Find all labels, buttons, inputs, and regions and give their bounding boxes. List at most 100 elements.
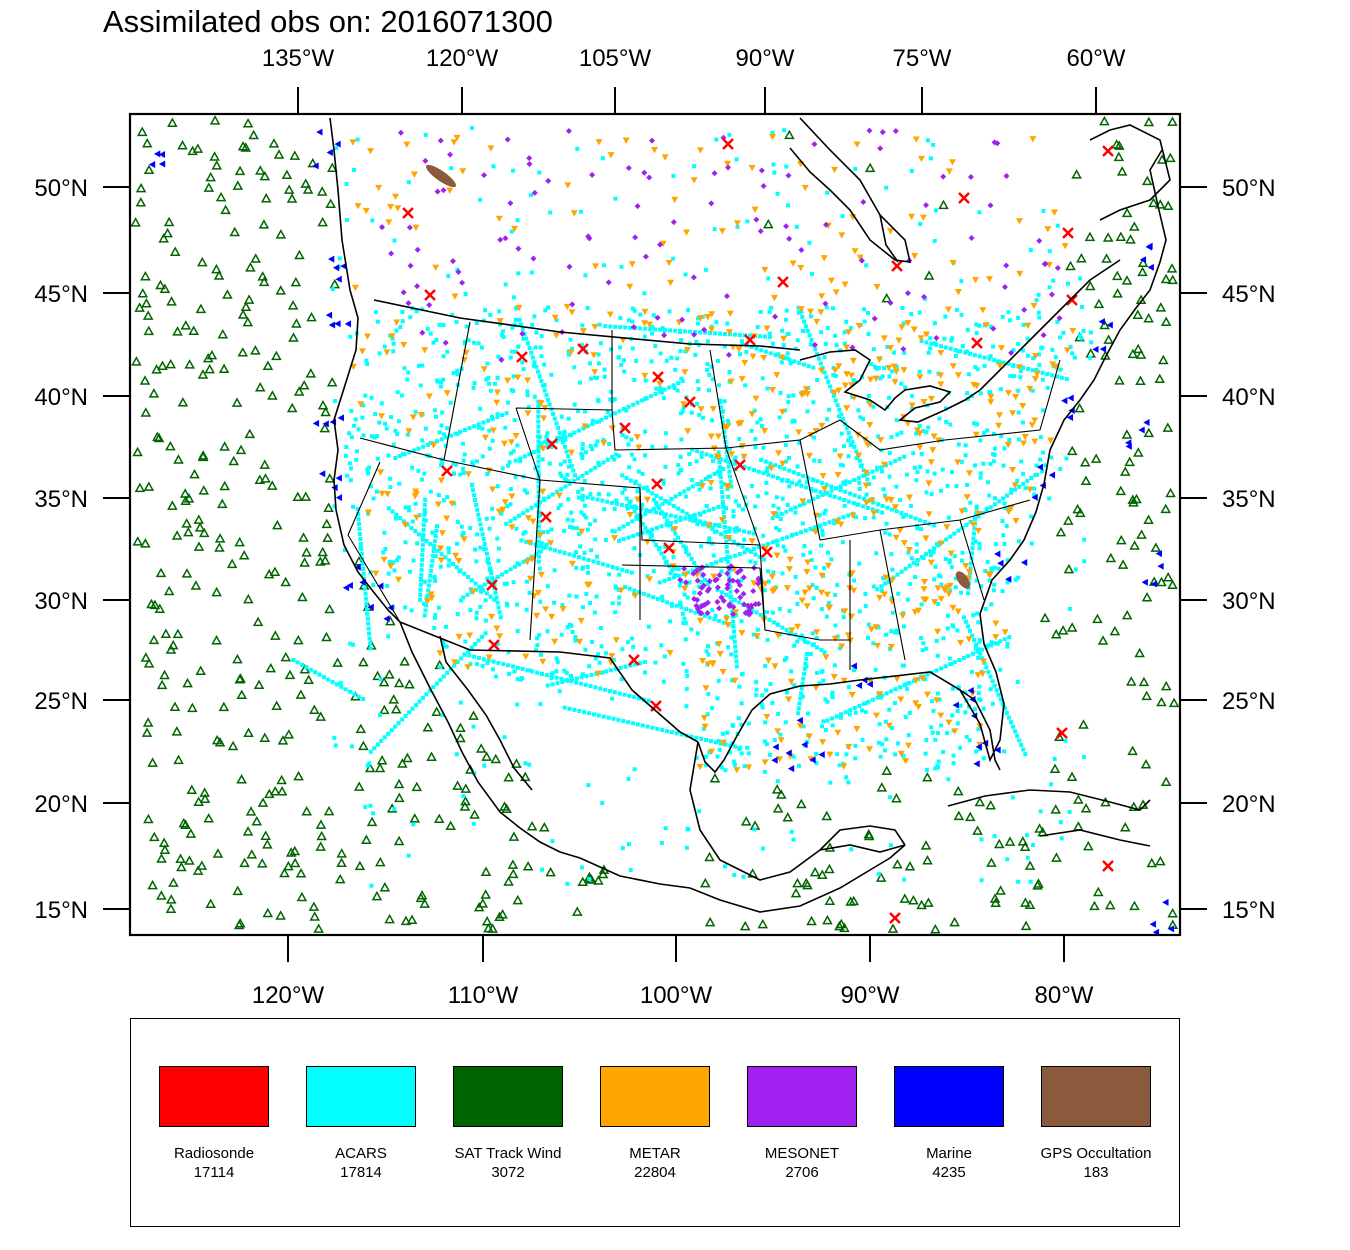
obs-marker: [843, 371, 851, 378]
obs-marker: [464, 664, 472, 671]
obs-marker: [494, 911, 505, 922]
obs-marker: [933, 766, 938, 771]
obs-marker: [395, 558, 399, 563]
obs-marker: [1003, 506, 1008, 511]
obs-marker: [180, 819, 191, 830]
obs-marker: [234, 165, 246, 176]
obs-marker: [184, 359, 195, 369]
obs-marker: [923, 751, 928, 756]
obs-marker: [610, 696, 615, 701]
obs-marker: [692, 590, 697, 595]
obs-marker: [876, 625, 881, 630]
obs-marker: [432, 544, 437, 548]
obs-marker: [540, 457, 545, 462]
obs-marker: [755, 627, 760, 632]
obs-marker: [717, 383, 721, 388]
obs-marker: [686, 308, 691, 313]
obs-marker: [243, 727, 254, 738]
obs-marker: [576, 409, 580, 413]
obs-marker: [948, 534, 953, 539]
obs-marker: [1012, 518, 1020, 525]
obs-marker: [476, 422, 481, 427]
obs-marker: [776, 506, 781, 511]
obs-marker: [894, 484, 899, 489]
obs-marker: [617, 587, 625, 594]
obs-marker: [870, 510, 878, 517]
obs-marker: [430, 558, 435, 563]
obs-marker: [677, 583, 682, 588]
obs-marker: [548, 613, 556, 621]
obs-marker: [1143, 427, 1155, 438]
obs-marker: [939, 723, 943, 728]
obs-marker: [851, 378, 856, 383]
obs-marker: [988, 461, 993, 466]
obs-marker: [908, 582, 913, 586]
obs-marker: [953, 354, 958, 358]
obs-marker: [671, 555, 676, 560]
obs-marker: [824, 895, 836, 906]
obs-marker: [291, 658, 296, 662]
obs-marker: [554, 318, 559, 323]
obs-marker: [665, 519, 670, 523]
obs-marker: [757, 334, 762, 339]
obs-marker: [756, 469, 761, 474]
obs-marker: [972, 431, 980, 439]
obs-marker: [714, 584, 721, 591]
obs-marker: [485, 576, 490, 581]
obs-marker: [1073, 567, 1078, 572]
obs-marker: [363, 333, 371, 340]
obs-marker: [688, 462, 692, 466]
obs-marker: [232, 653, 243, 664]
obs-marker: [1143, 514, 1154, 524]
obs-marker: [403, 605, 408, 610]
obs-marker: [523, 761, 528, 766]
obs-marker: [1066, 622, 1078, 632]
obs-marker: [349, 408, 354, 413]
obs-marker: [832, 494, 837, 499]
obs-marker: [714, 433, 722, 440]
obs-marker: [165, 440, 176, 451]
obs-marker: [486, 579, 498, 591]
obs-marker: [925, 672, 930, 677]
obs-marker: [609, 389, 614, 394]
obs-marker: [947, 550, 955, 557]
obs-marker: [1105, 552, 1117, 563]
obs-marker: [861, 473, 866, 478]
obs-marker: [1082, 559, 1087, 564]
obs-marker: [969, 521, 977, 528]
obs-marker: [818, 490, 823, 495]
obs-marker: [523, 530, 528, 535]
obs-marker: [704, 314, 712, 321]
obs-marker: [603, 651, 608, 656]
obs-marker: [601, 437, 606, 442]
obs-marker: [777, 415, 782, 420]
obs-marker: [689, 627, 694, 632]
obs-marker: [357, 527, 362, 531]
obs-marker: [863, 828, 875, 839]
bottom-lon-label: 80°W: [1035, 982, 1094, 1009]
obs-marker: [801, 724, 806, 729]
obs-marker: [620, 433, 625, 437]
obs-marker: [979, 584, 983, 589]
obs-marker: [822, 650, 827, 655]
obs-marker: [796, 305, 801, 310]
obs-marker: [614, 452, 619, 457]
legend-label: Marine: [926, 1145, 972, 1162]
obs-marker: [880, 510, 885, 515]
obs-marker: [664, 522, 669, 527]
obs-marker: [635, 722, 640, 727]
obs-marker: [577, 617, 585, 625]
obs-marker: [260, 473, 271, 483]
obs-marker: [1043, 463, 1048, 468]
obs-marker: [427, 578, 432, 583]
obs-marker: [654, 386, 659, 391]
obs-marker: [473, 581, 478, 586]
obs-marker: [1016, 316, 1021, 320]
obs-marker: [432, 625, 437, 630]
obs-marker: [580, 343, 584, 348]
obs-marker: [317, 399, 329, 410]
obs-marker: [1007, 437, 1012, 442]
obs-marker: [420, 307, 425, 312]
obs-marker: [209, 115, 221, 125]
